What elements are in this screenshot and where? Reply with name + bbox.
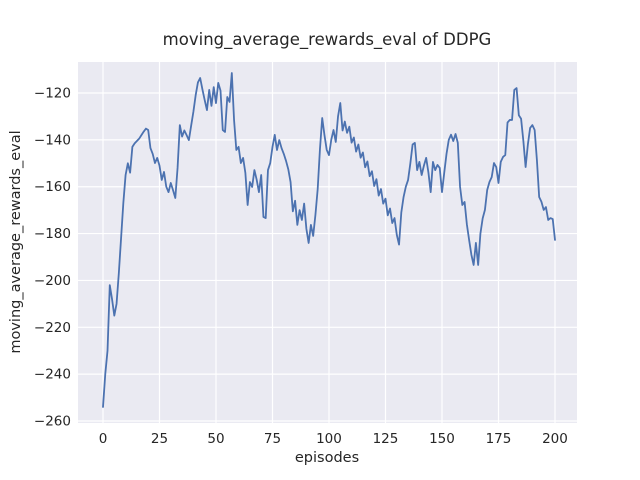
x-tick-label: 0 [99,431,108,447]
x-tick-label: 125 [373,431,399,447]
x-tick-label: 200 [542,431,568,447]
y-tick-label: −200 [34,273,71,289]
y-tick-label: −240 [34,367,71,383]
grid-lines [78,62,577,423]
x-tick-label: 150 [429,431,455,447]
y-tick-label: −180 [34,226,71,242]
chart-title: moving_average_rewards_eval of DDPG [163,30,492,50]
reward-line-series [102,72,556,408]
y-axis-label: moving_average_rewards_eval [8,130,24,353]
y-tick-label: −120 [34,85,71,101]
x-axis-tick-labels: 0 25 50 75 100 125 150 175 200 [99,431,568,447]
y-axis-tick-labels: −120 −140 −160 −180 −200 −220 −240 −260 [34,85,71,429]
x-tick-label: 175 [486,431,512,447]
x-tick-label: 100 [316,431,342,447]
x-axis-label: episodes [295,450,359,466]
y-tick-label: −260 [34,414,71,430]
x-tick-label: 25 [151,431,168,447]
x-tick-label: 75 [264,431,281,447]
y-tick-label: −140 [34,132,71,148]
x-tick-label: 50 [207,431,224,447]
plot-area [78,62,577,423]
y-tick-label: −220 [34,320,71,336]
y-tick-label: −160 [34,179,71,195]
